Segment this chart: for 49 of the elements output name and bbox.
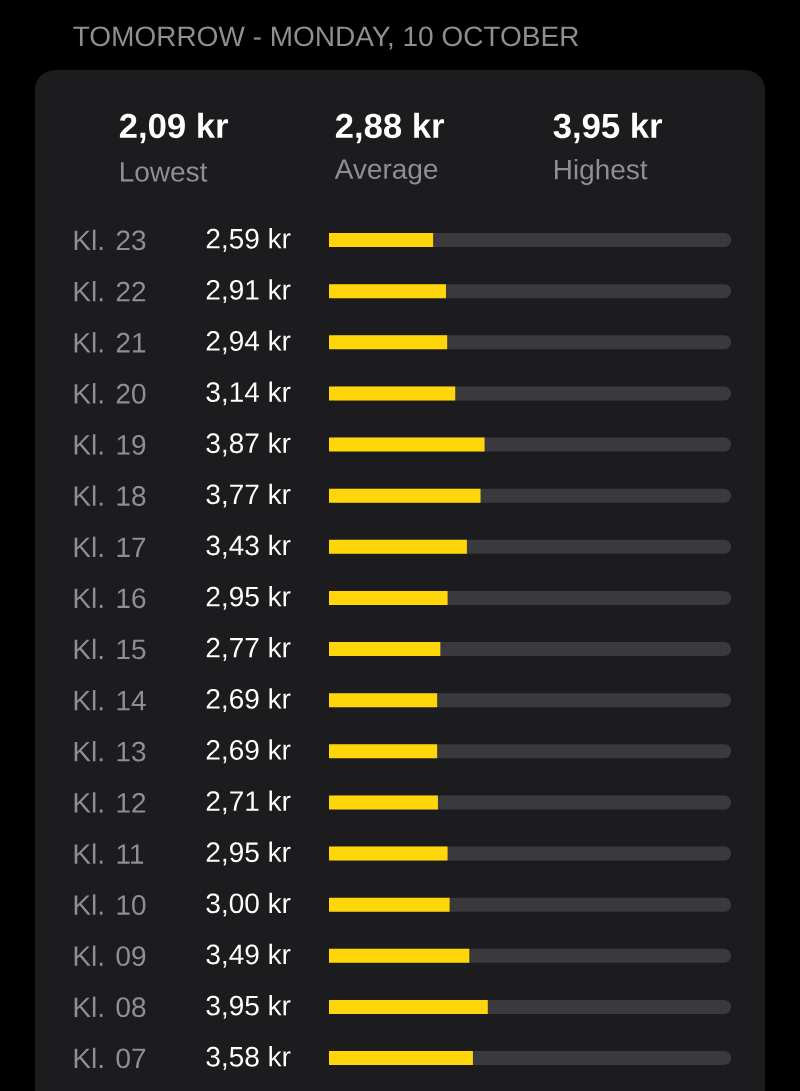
data-label: 3,77 kr	[206, 483, 291, 508]
data-label: 2,69 kr	[206, 739, 291, 764]
data-label: 3,87 kr	[206, 432, 291, 457]
text: 2,09 kr	[119, 112, 229, 144]
y-tick-label: Kl. 15	[74, 638, 146, 660]
bar	[329, 386, 456, 401]
bar	[329, 846, 448, 861]
text: Highest	[555, 158, 648, 186]
data-label: 2,59 kr	[206, 228, 291, 252]
data-label: 2,77 kr	[206, 637, 291, 661]
y-tick-label: Kl. 21	[74, 332, 146, 353]
bar	[329, 744, 438, 759]
y-tick-label: Kl. 12	[74, 792, 146, 813]
y-tick-label: Kl. 08	[74, 996, 146, 1018]
data-label: 2,95 kr	[206, 585, 291, 610]
data-label: 3,58 kr	[206, 1046, 291, 1070]
y-tick-label: Kl. 22	[74, 280, 146, 302]
y-tick-label: Kl. 11	[74, 843, 144, 864]
text: Lowest	[121, 162, 208, 182]
y-tick-label: Kl. 14	[74, 689, 146, 711]
data-label: 3,43 kr	[206, 534, 291, 559]
y-tick-label: Kl. 23	[74, 229, 146, 251]
y-tick-label: Kl. 09	[74, 945, 146, 967]
data-label: 2,91 kr	[206, 279, 291, 304]
y-tick-label: Kl. 20	[74, 383, 146, 404]
data-label: 3,14 kr	[206, 381, 291, 406]
text: Average	[334, 159, 438, 185]
y-tick-label: Kl. 10	[74, 894, 146, 915]
y-tick-label: Kl. 17	[74, 536, 146, 557]
data-label: 3,95 kr	[206, 994, 291, 1019]
text: 2,88 kr	[335, 112, 445, 144]
bar	[329, 693, 438, 708]
y-tick-label: Kl. 19	[74, 434, 146, 455]
data-label: 3,00 kr	[206, 892, 291, 917]
bar	[329, 897, 450, 912]
y-tick-label: Kl. 07	[74, 1047, 146, 1069]
chart-title: TOMORROW - MONDAY, 10 OCTOBER	[73, 26, 579, 50]
data-label: 2,94 kr	[206, 330, 291, 355]
bar	[329, 284, 446, 299]
data-label: 2,71 kr	[206, 790, 291, 815]
data-label: 2,69 kr	[206, 688, 291, 713]
bar	[329, 795, 438, 810]
data-label: 3,49 kr	[206, 943, 291, 968]
y-tick-label: Kl. 13	[74, 740, 146, 762]
text: 3,95 kr	[553, 112, 663, 144]
y-tick-label: Kl. 16	[74, 587, 146, 609]
bar	[329, 335, 448, 350]
data-label: 2,95 kr	[206, 841, 291, 866]
y-tick-label: Kl. 18	[74, 485, 146, 506]
